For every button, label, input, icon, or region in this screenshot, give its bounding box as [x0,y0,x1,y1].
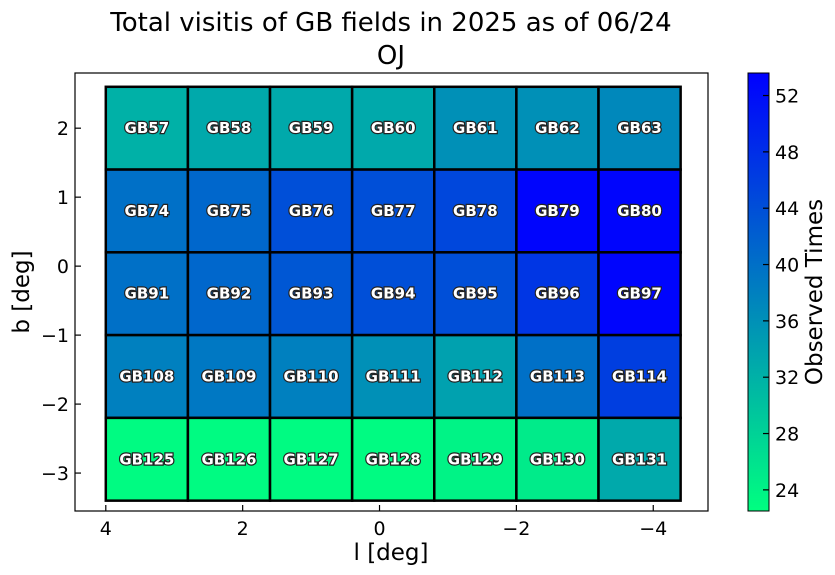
y-axis-ticks: 2 1 0 −1 −2 −3 [41,118,81,485]
field-label-gb96: GB96 [535,285,580,303]
field-label-gb80: GB80 [617,202,662,220]
heatmap-cell-gb62 [515,85,600,171]
field-label-gb74: GB74 [125,202,170,220]
field-label-gb131: GB131 [612,450,667,468]
field-label-gb129: GB129 [448,450,503,468]
heatmap-cell-gb131 [597,416,682,502]
chart-title: Total visitis of GB fields in 2025 as of… [109,8,671,38]
field-label-gb94: GB94 [371,285,416,303]
field-label-gb127: GB127 [284,450,339,468]
y-tick-label: 2 [57,118,69,140]
field-label-gb109: GB109 [201,367,256,385]
y-tick-label: 0 [57,256,69,278]
field-label-gb76: GB76 [289,202,334,220]
x-axis-label: l [deg] [354,540,429,566]
field-label-gb95: GB95 [453,285,498,303]
heatmap-cell-gb97 [597,251,682,337]
field-label-gb79: GB79 [535,202,580,220]
heatmap-cell-gb127 [268,416,354,502]
colorbar-tick-label: 48 [775,142,799,164]
x-tick-label: −4 [639,518,667,540]
heatmap-cell-gb108 [104,333,190,420]
heatmap-cell-gb58 [186,85,272,171]
heatmap-cell-gb96 [515,251,600,337]
heatmap-cell-gb113 [515,333,600,420]
heatmap-cell-gb92 [186,251,272,337]
field-label-gb59: GB59 [289,119,334,137]
field-labels: GB57 GB58 GB59 GB60 GB61 GB62 GB63 GB74 GB75 GB76… [118,118,668,469]
x-tick-label: −2 [502,518,530,540]
field-label-gb126: GB126 [201,450,256,468]
heatmap-cell-gb125 [104,416,190,502]
x-axis-ticks: 4 2 0 −2 −4 [100,505,667,540]
field-label-gb77: GB77 [371,202,416,220]
heatmap-cell-gb80 [597,168,682,254]
colorbar-tick-label: 52 [775,86,799,108]
y-tick-label: 1 [57,187,69,209]
field-label-gb78: GB78 [453,202,498,220]
heatmap-cell-gb95 [433,251,518,337]
field-label-gb93: GB93 [289,285,334,303]
heatmap-cell-gb74 [104,168,190,254]
field-label-gb125: GB125 [119,450,174,468]
y-tick-label: −2 [41,394,69,416]
field-label-gb110: GB110 [284,367,339,385]
heatmap-cell-gb57 [104,85,190,171]
heatmap-cell-gb93 [268,251,354,337]
field-label-gb61: GB61 [453,119,498,137]
heatmap-cell-gb78 [433,168,518,254]
field-label-gb60: GB60 [371,119,416,137]
field-label-gb58: GB58 [207,119,252,137]
field-label-gb63: GB63 [617,119,662,137]
colorbar [747,72,770,512]
field-label-gb62: GB62 [535,119,580,137]
colorbar-tick-label: 44 [775,198,799,220]
field-label-gb91: GB91 [125,285,170,303]
chart-subtitle: OJ [377,41,405,71]
colorbar-tick-label: 40 [775,255,799,277]
field-label-gb75: GB75 [207,202,252,220]
colorbar-tick-label: 36 [775,311,799,333]
field-label-gb130: GB130 [530,450,585,468]
heatmap-cell-gb76 [268,168,354,254]
heatmap-cell-gb109 [186,333,272,420]
colorbar-label: Observed Times [802,199,828,385]
colorbar-tick-label: 24 [775,480,799,502]
x-tick-label: 2 [237,518,249,540]
heatmap-cells [104,85,682,502]
heatmap-cell-gb130 [515,416,600,502]
field-label-gb92: GB92 [207,285,252,303]
x-tick-label: 0 [373,518,385,540]
colorbar-tick-label: 32 [775,367,799,389]
field-label-gb108: GB108 [119,367,174,385]
field-label-gb114: GB114 [612,367,667,385]
colorbar-tick-label: 28 [775,424,799,446]
field-label-gb128: GB128 [366,450,421,468]
y-axis-label: b [deg] [9,250,35,333]
field-label-gb97: GB97 [617,285,662,303]
field-label-gb57: GB57 [125,119,170,137]
plot-frame [74,72,709,512]
y-tick-label: −3 [41,463,69,485]
y-tick-label: −1 [41,325,69,347]
field-label-gb111: GB111 [366,367,421,385]
field-label-gb113: GB113 [530,367,585,385]
colorbar-ticks: 24 28 32 36 40 44 48 52 [763,86,799,502]
x-tick-label: 4 [100,518,112,540]
field-label-gb112: GB112 [448,367,503,385]
